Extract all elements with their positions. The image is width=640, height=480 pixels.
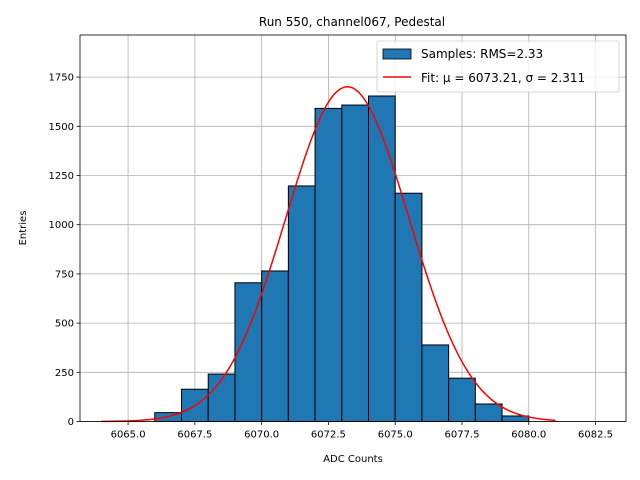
fit-curve: [101, 86, 556, 423]
y-tick-label: 750: [55, 269, 74, 280]
histogram-bar: [367, 95, 396, 422]
x-tick-label: 6075.0: [378, 430, 413, 441]
ticks: 6065.0 6067.5 6070.0 6072.5 6075.0 6077.5 6080…: [49, 73, 614, 441]
legend-swatch-samples: [382, 48, 412, 60]
x-tick-label: 6077.5: [444, 430, 479, 441]
bars: [154, 95, 530, 423]
histogram-bar: [341, 104, 369, 422]
y-tick-label: 500: [55, 319, 74, 330]
y-axis-label: Entries: [18, 211, 29, 246]
legend-box: [376, 40, 620, 93]
chart-title: Run 550, channel067, Pedestal: [259, 15, 445, 29]
histogram-bar: [421, 344, 450, 423]
y-tick-label: 1500: [49, 122, 74, 133]
y-tick-label: 0: [68, 417, 74, 428]
x-tick-label: 6070.0: [244, 430, 279, 441]
x-axis-label: ADC Counts: [323, 454, 383, 465]
y-tick-label: 1000: [49, 220, 74, 231]
histogram-bar: [261, 270, 289, 422]
histogram-bar: [207, 373, 236, 422]
x-tick-label: 6065.0: [111, 430, 146, 441]
x-tick-label: 6082.5: [578, 430, 613, 441]
x-tick-label: 6067.5: [177, 430, 212, 441]
x-tick-label: 6080.0: [511, 430, 546, 441]
legend-label-samples: Samples: RMS=2.33: [421, 47, 543, 61]
y-tick-label: 250: [55, 368, 74, 379]
histogram-bar: [448, 377, 476, 422]
histogram-bar: [314, 107, 343, 423]
y-tick-label: 1250: [49, 171, 74, 182]
y-tick-label: 1750: [49, 73, 74, 84]
legend: Samples: RMS=2.33 Fit: μ = 6073.21, σ = …: [376, 40, 620, 93]
histogram-bar: [394, 192, 423, 422]
histogram-bar: [474, 403, 503, 422]
axes-frame: [79, 34, 627, 422]
x-tick-label: 6072.5: [311, 430, 346, 441]
histogram-bar: [287, 185, 316, 422]
legend-label-fit: Fit: μ = 6073.21, σ = 2.311: [421, 71, 585, 85]
